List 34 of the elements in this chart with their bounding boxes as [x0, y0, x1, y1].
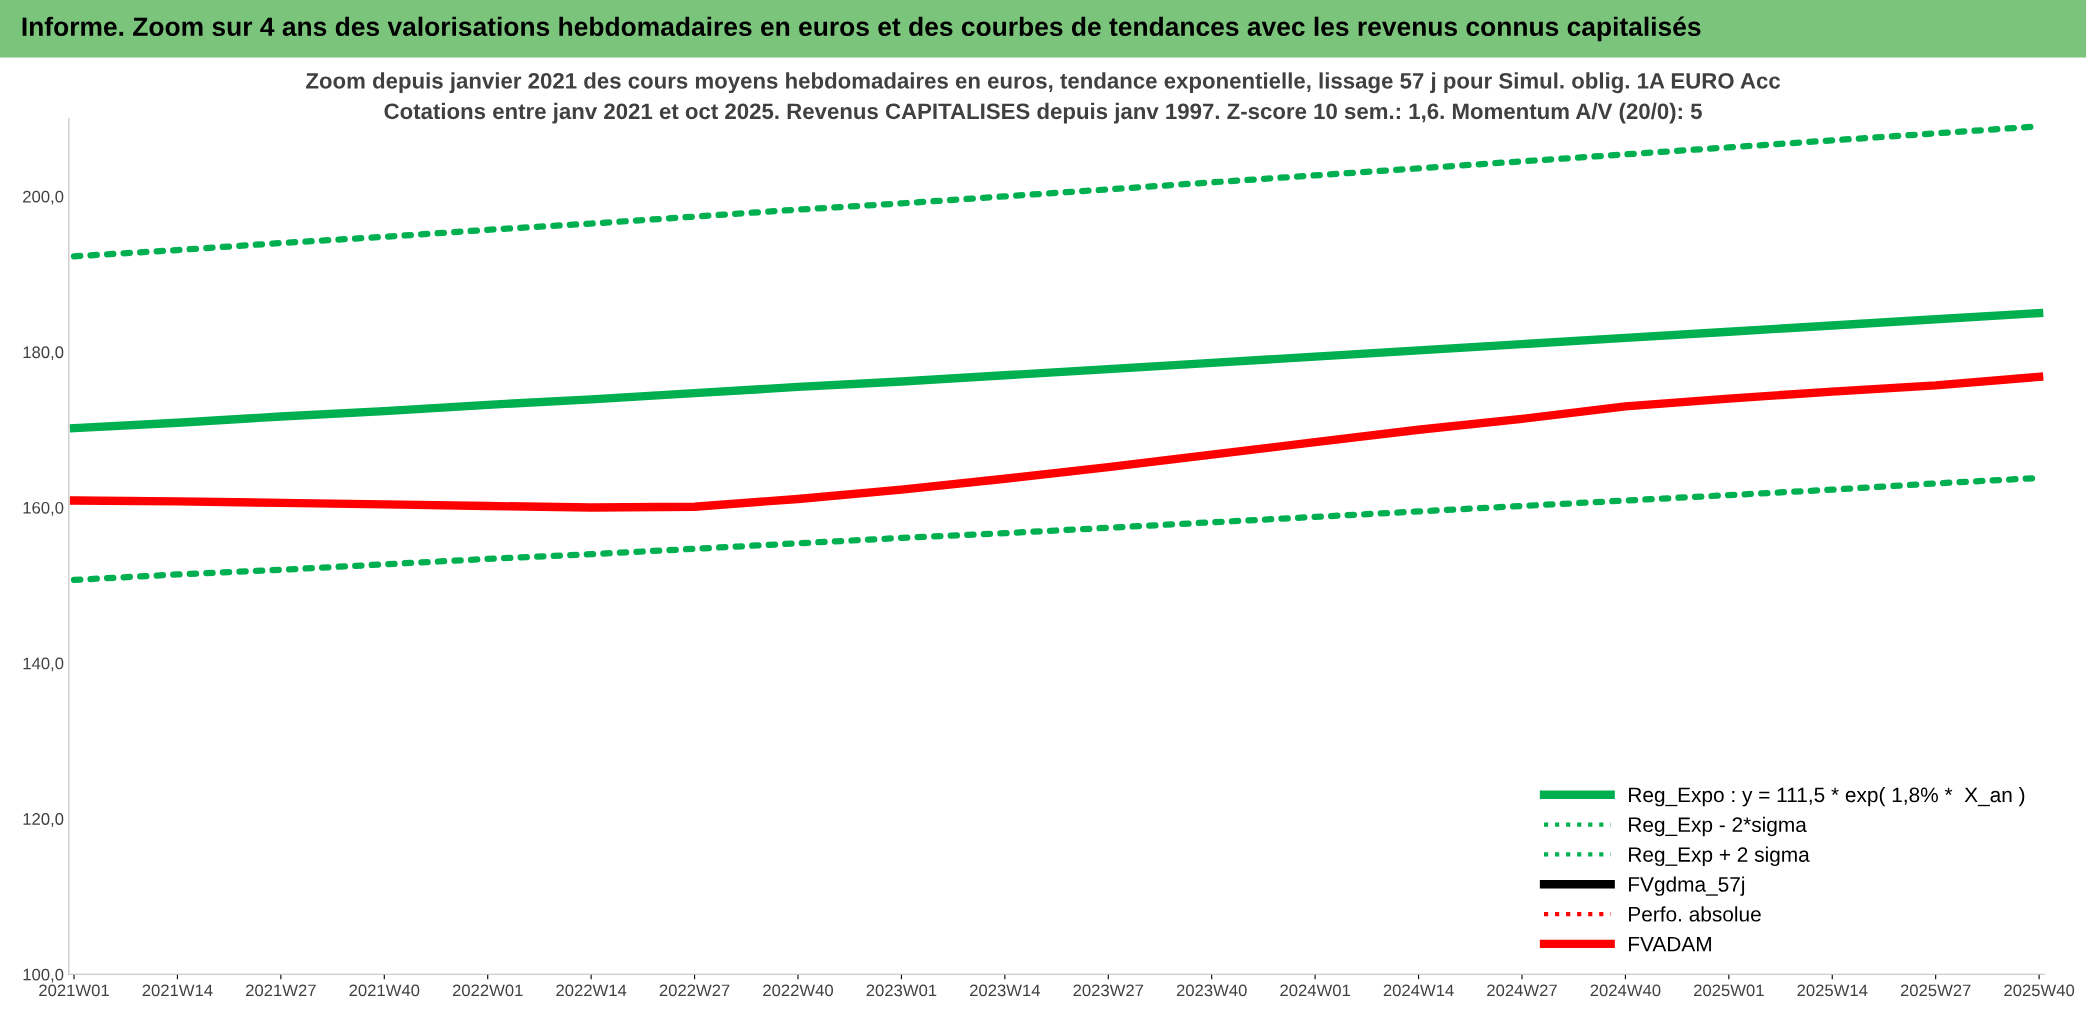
legend-label: FVADAM	[1629, 936, 1711, 952]
legend-label: Perfo. absolue	[1629, 906, 1761, 922]
legend-label: Reg_Exp - 2*sigma	[1629, 816, 1807, 837]
y-tick-label: 180,0	[23, 346, 64, 361]
x-tick-label: 2024W27	[1487, 984, 1557, 997]
x-tick-label: 2021W14	[142, 984, 213, 997]
x-tick-label: 2024W40	[1590, 984, 1661, 997]
y-tick-label: 200,0	[23, 190, 64, 205]
x-tick-label: 2025W14	[1797, 984, 1868, 997]
x-tick-label: 2021W27	[246, 984, 316, 997]
chart-subtitle: Zoom depuis janvier 2021 des cours moyens hebdomadaires en euros, tendance exponentielle, lissage 57 j pour Simul. oblig. 1A EURO Acc Cotations entre janv 2021 et oct 2025. Revenus CAPITALISES depuis janv 1997. Z-score 10 sem.: 1,6. Momentum A/V (20/0): 5	[306, 72, 1781, 124]
x-tick-label: 2023W40	[1176, 984, 1247, 997]
y-tick-label: 160,0	[23, 501, 64, 516]
x-tick-label: 2025W27	[1900, 984, 1971, 997]
x-tick-label: 2025W01	[1694, 984, 1764, 997]
y-tick-label: 100,0	[23, 968, 64, 983]
x-tick-label: 2021W40	[349, 984, 420, 997]
chart-title: Informe. Zoom sur 4 ans des valorisations hebdomadaires en euros et des courbes de tendances avec les revenus connus capitalisés	[22, 16, 1701, 42]
x-tick-label: 2022W14	[556, 984, 627, 997]
legend-label: Reg_Exp + 2 sigma	[1629, 846, 1810, 867]
legend-label: FVgdma_57j	[1629, 876, 1745, 896]
x-tick-label: 2021W01	[39, 984, 109, 997]
x-tick-label: 2022W01	[452, 984, 523, 997]
x-tick-label: 2022W40	[763, 984, 834, 997]
legend-label: Reg_Expo : y = 111,5 * exp( 1,8% * X_an )	[1629, 786, 2025, 807]
x-tick-label: 2022W27	[659, 984, 730, 997]
x-tick-label: 2025W40	[2004, 984, 2075, 997]
x-tick-label: 2023W27	[1073, 984, 1144, 997]
x-tick-label: 2023W01	[866, 984, 937, 997]
x-tick-label: 2024W01	[1280, 984, 1350, 997]
y-tick-label: 120,0	[23, 813, 64, 827]
x-tick-label: 2024W14	[1383, 984, 1454, 997]
x-tick-label: 2023W14	[970, 984, 1041, 997]
y-tick-label: 140,0	[23, 657, 64, 672]
